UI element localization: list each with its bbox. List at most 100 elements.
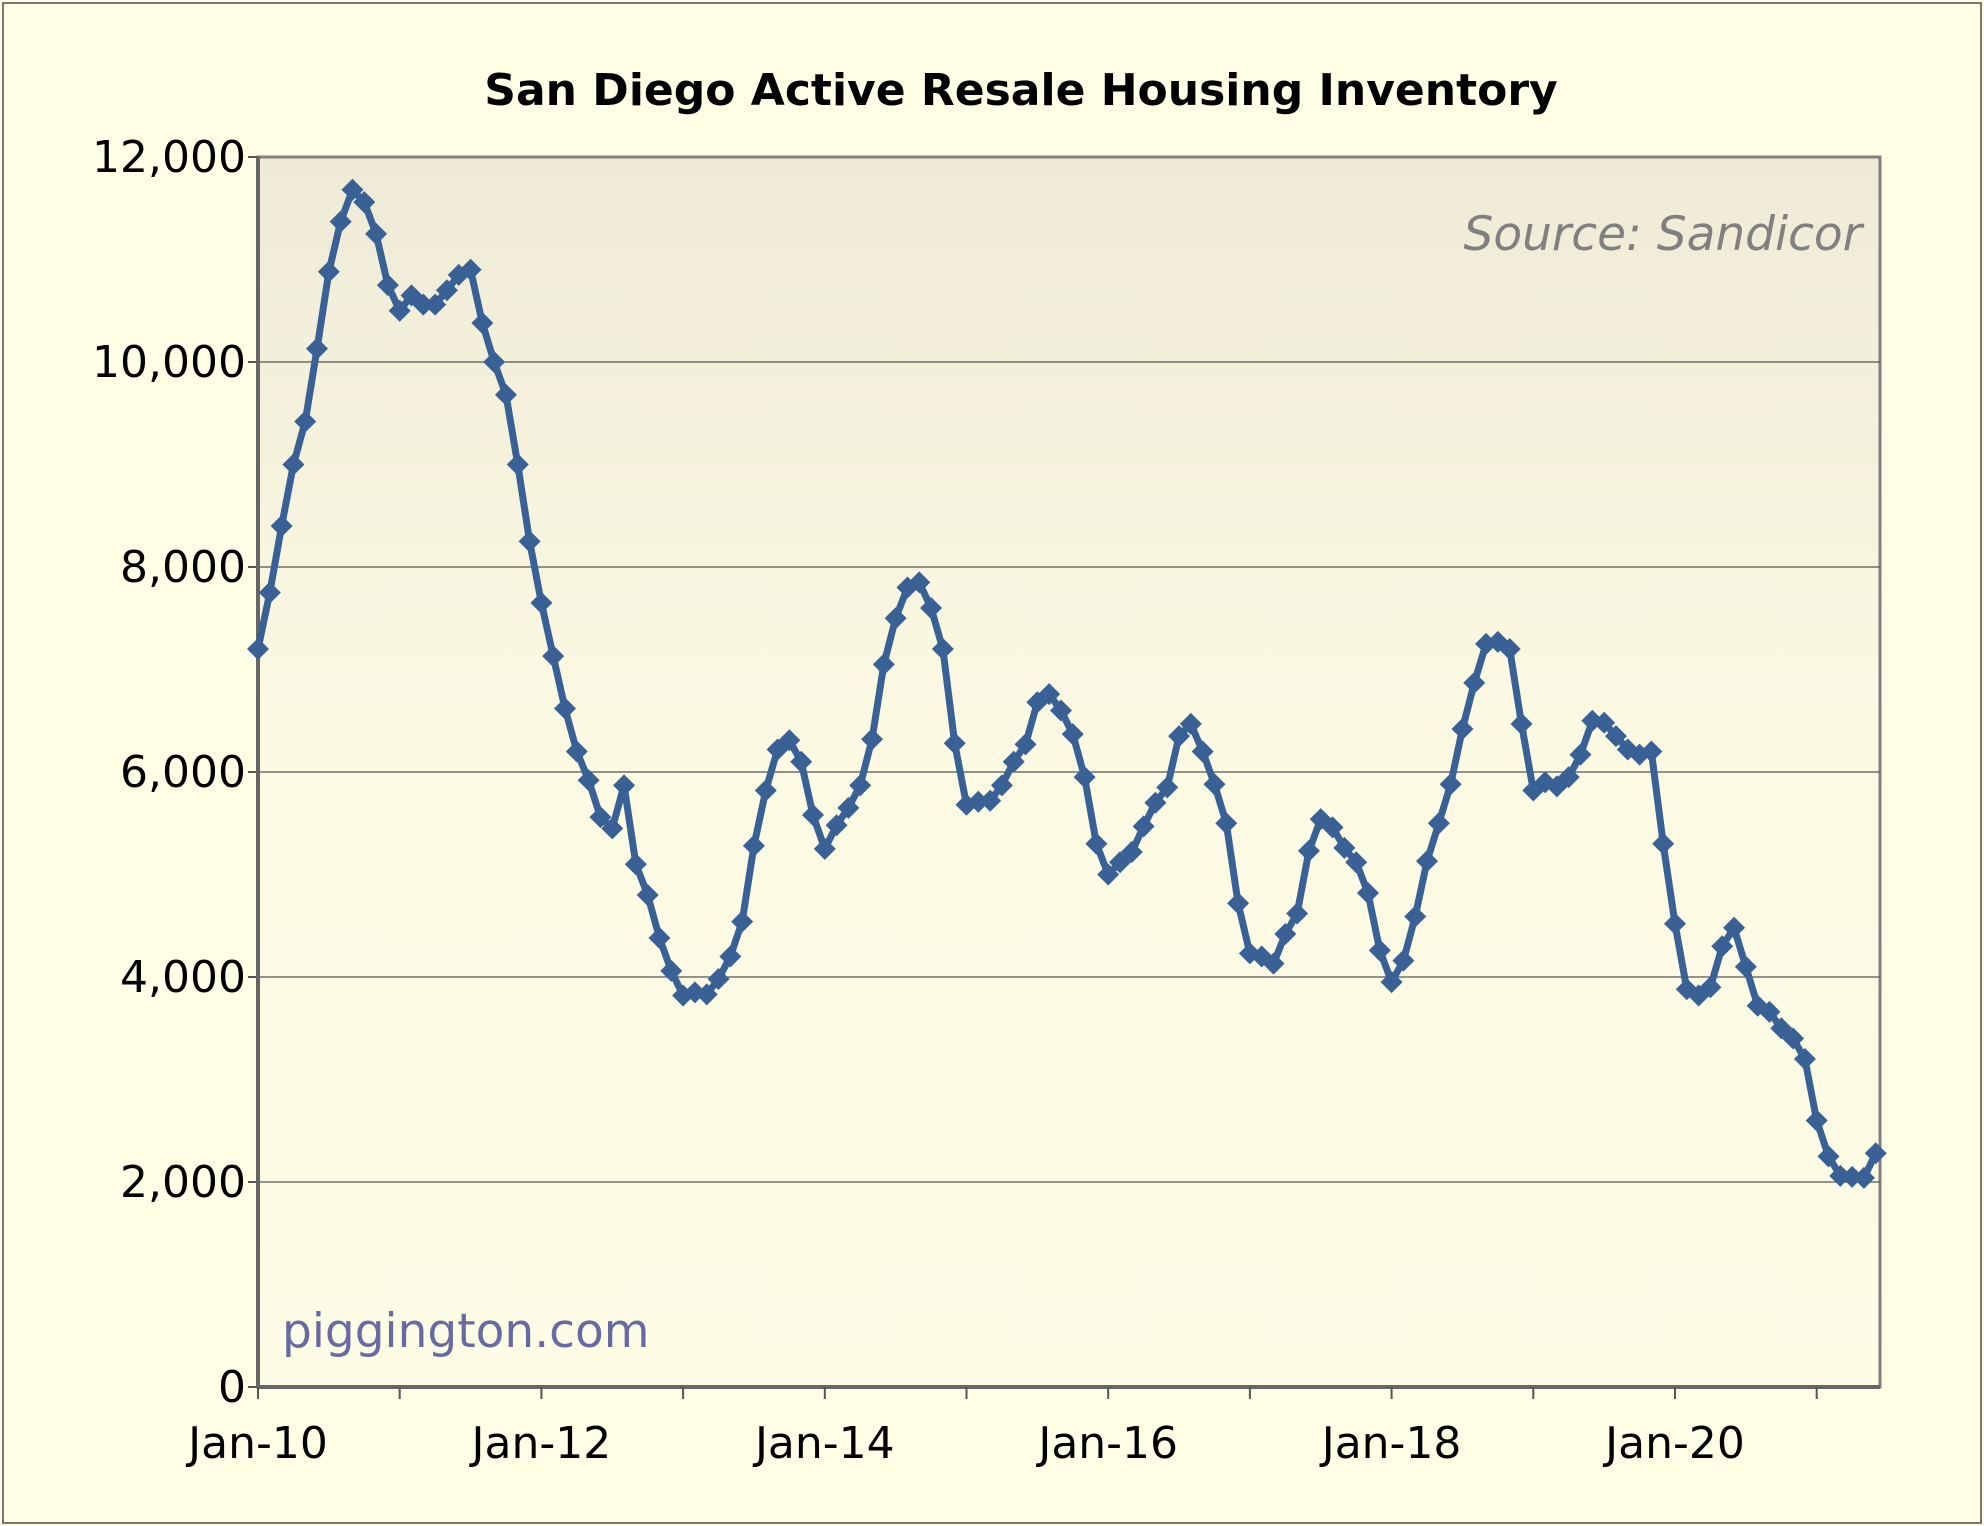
- data-point: [1203, 773, 1226, 796]
- data-point: [1286, 902, 1309, 925]
- data-point: [530, 591, 553, 614]
- data-point: [1510, 712, 1533, 735]
- data-point: [624, 853, 647, 876]
- data-point: [1380, 971, 1403, 994]
- data-point: [589, 806, 612, 829]
- data-point: [1073, 766, 1096, 789]
- data-point: [282, 453, 305, 476]
- source-annotation: Source: Sandicor: [1464, 207, 1865, 262]
- data-point: [908, 571, 931, 594]
- data-point: [943, 732, 966, 755]
- data-point: [1191, 740, 1214, 763]
- data-point: [1852, 1166, 1875, 1189]
- data-point: [1734, 955, 1757, 978]
- data-point: [1699, 976, 1722, 999]
- data-point: [731, 910, 754, 933]
- data-point: [341, 178, 364, 201]
- data-point: [1770, 1017, 1793, 1040]
- data-point: [1416, 850, 1439, 873]
- data-point: [1168, 725, 1191, 748]
- data-point: [1864, 1142, 1887, 1165]
- data-point: [471, 312, 494, 335]
- data-point: [861, 728, 884, 751]
- x-tick-label: Jan-10: [185, 1418, 328, 1469]
- data-point: [990, 774, 1013, 797]
- x-tick-label: Jan-12: [469, 1418, 612, 1469]
- data-point: [884, 607, 907, 630]
- y-tick-label: 2,000: [120, 1157, 246, 1208]
- series-active-inventory: [247, 178, 1887, 1189]
- data-point: [825, 814, 848, 837]
- data-point: [317, 260, 340, 283]
- data-point: [424, 293, 447, 316]
- data-point: [1085, 832, 1108, 855]
- data-point: [719, 945, 742, 968]
- data-point: [1439, 773, 1462, 796]
- data-point: [1179, 712, 1202, 735]
- data-point: [353, 191, 376, 214]
- data-point: [801, 804, 824, 827]
- data-point: [1262, 952, 1285, 975]
- data-point: [494, 383, 517, 406]
- data-point: [1144, 791, 1167, 814]
- data-point: [1427, 812, 1450, 835]
- data-point: [613, 774, 636, 797]
- data-point: [837, 796, 860, 819]
- data-point: [1333, 836, 1356, 859]
- x-tick-label: Jan-14: [752, 1418, 895, 1469]
- data-point: [1451, 717, 1474, 740]
- data-point: [1557, 766, 1580, 789]
- data-point: [1640, 740, 1663, 763]
- data-point: [565, 740, 588, 763]
- data-point: [1711, 935, 1734, 958]
- data-point: [483, 351, 506, 373]
- data-point: [1297, 839, 1320, 862]
- data-point: [920, 597, 943, 619]
- data-point: [1569, 743, 1592, 766]
- data-point: [1652, 832, 1675, 855]
- data-point: [872, 653, 895, 676]
- data-point: [1132, 815, 1155, 838]
- data-point: [1723, 916, 1746, 939]
- data-point: [258, 581, 281, 604]
- data-point: [813, 837, 836, 860]
- data-point: [459, 258, 482, 281]
- y-tick-label: 4,000: [120, 952, 246, 1003]
- data-point: [1156, 776, 1179, 799]
- data-point: [601, 817, 624, 840]
- data-point: [1805, 1109, 1828, 1132]
- data-point: [376, 274, 399, 297]
- data-point: [1321, 816, 1344, 839]
- data-point: [1463, 671, 1486, 694]
- data-point: [1215, 812, 1238, 835]
- chart-title: San Diego Active Resale Housing Inventor…: [484, 65, 1557, 116]
- data-point: [1002, 750, 1025, 773]
- data-point: [1758, 1000, 1781, 1023]
- data-point: [518, 530, 541, 553]
- data-point: [435, 279, 458, 302]
- data-point: [754, 779, 777, 802]
- data-point: [931, 638, 954, 660]
- data-point: [707, 968, 730, 991]
- data-point: [1368, 939, 1391, 962]
- data-point: [577, 769, 600, 792]
- y-tick-label: 6,000: [120, 747, 246, 798]
- data-point: [247, 638, 269, 660]
- data-point: [1404, 905, 1427, 928]
- data-point: [1120, 840, 1143, 863]
- data-point: [1392, 949, 1415, 972]
- data-point: [270, 515, 293, 537]
- x-tick-label: Jan-20: [1602, 1418, 1745, 1469]
- data-point: [1817, 1145, 1840, 1168]
- data-point: [1061, 723, 1084, 746]
- data-point: [1664, 912, 1686, 935]
- data-point: [306, 337, 329, 360]
- data-point: [1593, 711, 1616, 734]
- data-point: [1227, 892, 1250, 915]
- data-point: [636, 884, 659, 906]
- data-point: [849, 774, 872, 797]
- data-point: [1097, 863, 1120, 886]
- data-point: [1782, 1027, 1805, 1050]
